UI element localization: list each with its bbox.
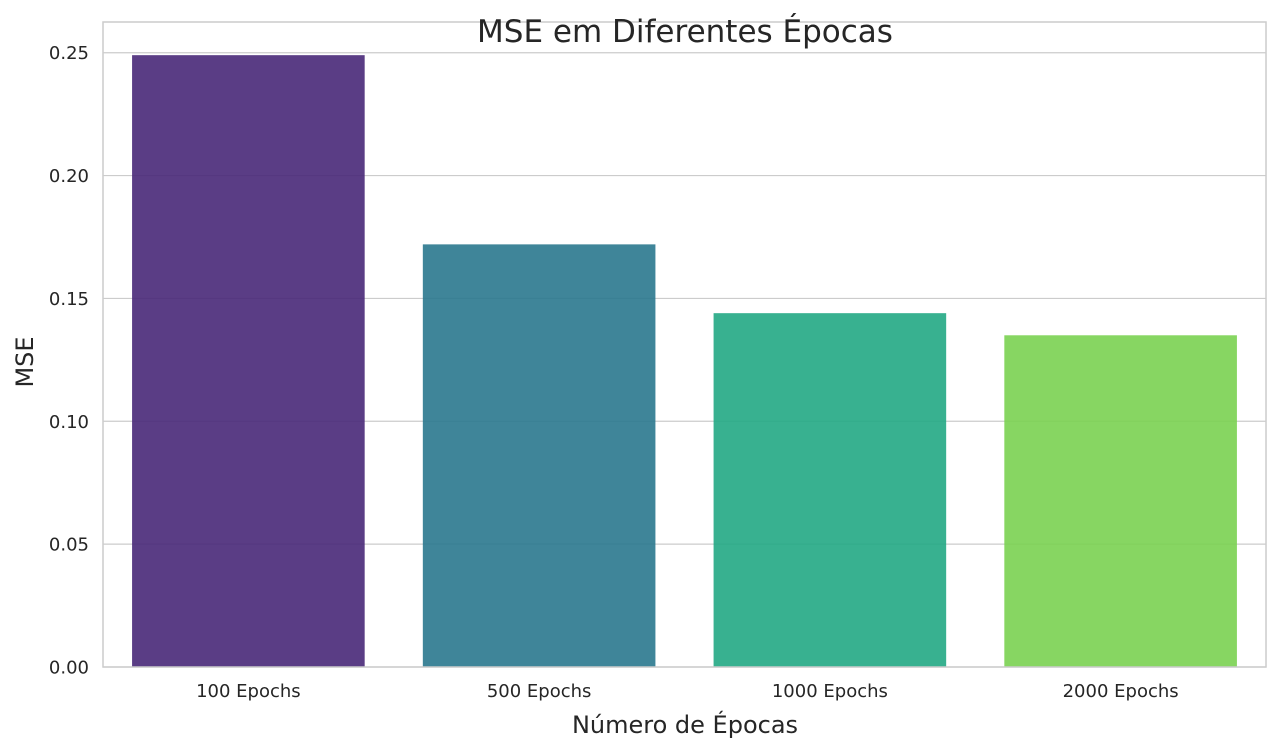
y-tick-label: 0.15 <box>49 289 89 310</box>
y-tick-label: 0.05 <box>49 535 89 556</box>
bar <box>132 55 365 667</box>
plot-frame <box>102 21 1267 668</box>
y-tick-label: 0.20 <box>49 166 89 187</box>
chart-title: MSE em Diferentes Épocas <box>477 14 893 50</box>
bar <box>713 313 947 667</box>
x-axis-label: Número de Épocas <box>572 710 798 739</box>
x-tick-label: 2000 Epochs <box>1063 681 1179 702</box>
bars <box>132 55 1237 667</box>
y-tick-label: 0.25 <box>49 43 89 64</box>
x-tick-label: 500 Epochs <box>487 681 592 702</box>
x-tick-label: 100 Epochs <box>196 681 301 702</box>
y-tick-label: 0.10 <box>49 412 89 433</box>
y-tick-label: 0.00 <box>49 658 89 679</box>
bar <box>1004 335 1237 667</box>
x-tick-label: 1000 Epochs <box>772 681 888 702</box>
x-tick-labels: 100 Epochs 500 Epochs 1000 Epochs 2000 Epoc… <box>196 681 1179 702</box>
bar <box>422 244 656 667</box>
y-axis-label: MSE <box>11 336 39 387</box>
y-tick-labels: 0.00 0.05 0.10 0.15 0.20 0.25 <box>49 43 89 678</box>
